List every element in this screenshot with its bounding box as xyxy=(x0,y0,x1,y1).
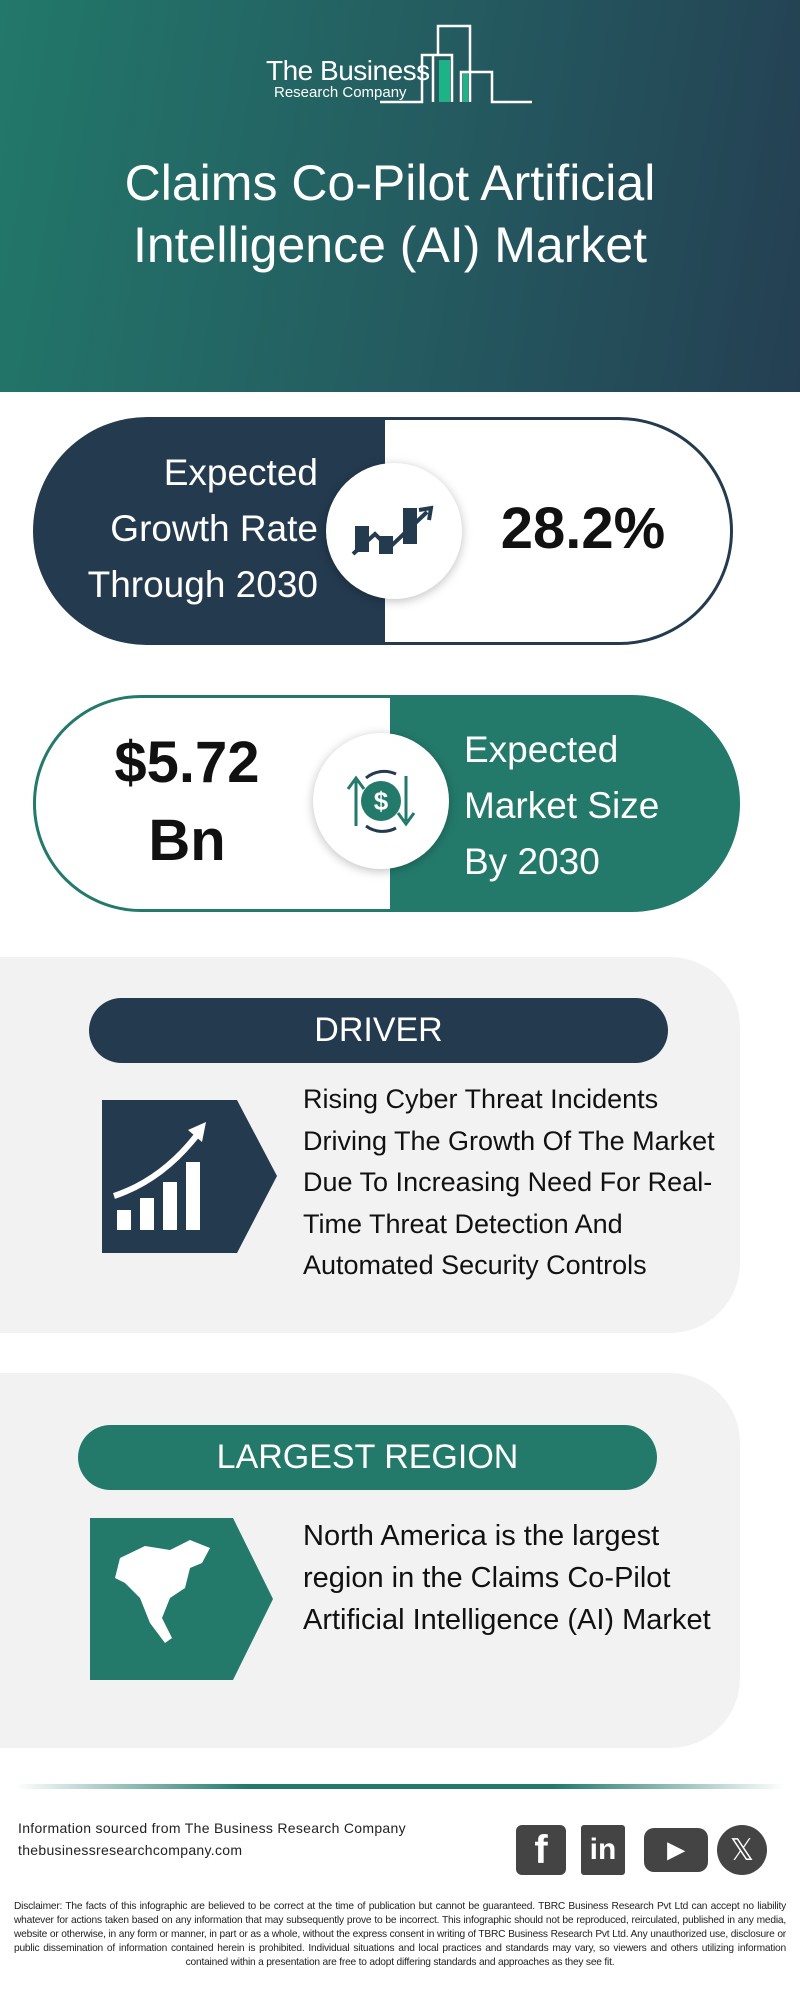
growth-label: Expected Growth Rate Through 2030 xyxy=(87,452,318,605)
source-text: Information sourced from The Business Re… xyxy=(18,1820,406,1836)
driver-heading: DRIVER xyxy=(89,998,668,1063)
north-america-map-icon xyxy=(90,1518,273,1680)
disclaimer: Disclaimer: The facts of this infographi… xyxy=(14,1901,786,1968)
logo: The Business Research Company xyxy=(0,0,800,120)
growth-chart-icon xyxy=(351,505,434,556)
youtube-icon[interactable]: ▶ xyxy=(644,1828,708,1872)
rising-bar-chart-icon xyxy=(102,1100,277,1253)
header-banner: The Business Research Company Claims Co-… xyxy=(0,0,800,392)
logo-text-line2: Research Company xyxy=(274,84,407,101)
market-size-value-panel xyxy=(33,695,393,912)
growth-icon-circle xyxy=(326,463,462,599)
linkedin-icon[interactable]: in xyxy=(581,1825,625,1875)
logo-text-line1: The Business xyxy=(266,55,430,86)
x-icon[interactable]: 𝕏 xyxy=(717,1825,767,1875)
page-title: Claims Co-Pilot Artificial Intelligence … xyxy=(124,155,656,273)
market-size-value: $5.72 Bn xyxy=(114,730,260,873)
logo-buildings-icon xyxy=(380,24,532,104)
growth-value: 28.2% xyxy=(500,496,666,561)
dollar-exchange-icon: $ xyxy=(346,769,416,833)
growth-value-panel xyxy=(385,417,733,645)
market-size-icon-circle: $ xyxy=(313,733,449,869)
svg-text:$: $ xyxy=(374,786,389,816)
footer-divider xyxy=(15,1784,785,1789)
market-size-label: Expected Market Size By 2030 xyxy=(464,729,660,882)
driver-text: Rising Cyber Threat Incidents Driving Th… xyxy=(303,1084,715,1280)
facebook-icon[interactable]: f xyxy=(516,1825,566,1875)
region-text: North America is the largest region in t… xyxy=(303,1520,711,1636)
region-heading: LARGEST REGION xyxy=(78,1425,657,1490)
website-link[interactable]: thebusinessresearchcompany.com xyxy=(18,1842,243,1858)
